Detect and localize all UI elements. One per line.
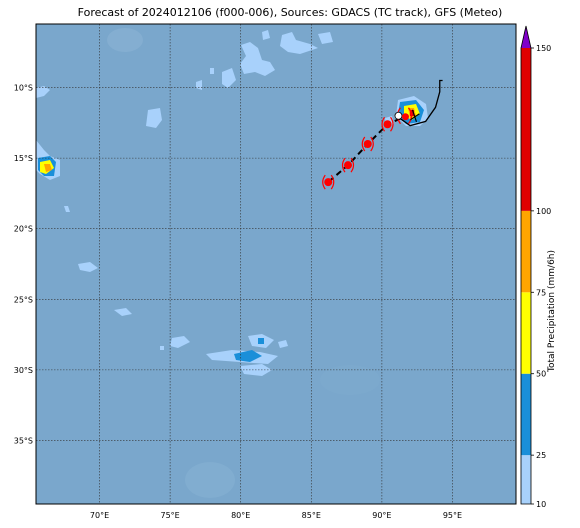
lat-tick-label: 25°S (14, 295, 33, 304)
map-title: Forecast of 2024012106 (f000-006), Sourc… (77, 6, 503, 19)
lon-tick-label: 75°E (161, 511, 180, 520)
colorbar-tick-label: 10 (536, 500, 546, 509)
lat-tick-label: 10°S (14, 84, 33, 93)
lon-tick-label: 90°E (372, 511, 391, 520)
lon-tick-label: 80°E (231, 511, 250, 520)
graticule (36, 24, 516, 504)
forecast-tc-symbol (322, 174, 335, 190)
forecast-tc-symbol (341, 157, 355, 173)
colorbar-band (521, 373, 531, 456)
colorbar-band (521, 210, 531, 293)
colorbar-outline (520, 25, 532, 505)
forecast-tc-symbol (361, 136, 374, 152)
lon-tick-label: 70°E (90, 511, 109, 520)
colorbar-label: Total Precipitation (mm/6h) (547, 249, 557, 372)
lat-tick-label: 20°S (14, 225, 33, 234)
lat-tick-label: 30°S (14, 366, 33, 375)
axis-ticks: 70°E 75°E 80°E 85°E 90°E 95°E 10°S 15°S 20°S 25°S… (14, 84, 462, 520)
colorbar: 10 25 50 75 100 150 (520, 25, 551, 509)
lat-tick-label: 15°S (14, 154, 33, 163)
colorbar-tick-label: 25 (536, 451, 546, 460)
observed-track-line (399, 79, 443, 127)
colorbar-band (521, 455, 531, 504)
colorbar-band (521, 292, 531, 374)
colorbar-tick-label: 100 (536, 207, 551, 216)
lat-tick-label: 35°S (14, 436, 33, 445)
lon-tick-label: 85°E (302, 511, 321, 520)
colorbar-tick-label: 75 (536, 288, 546, 297)
tc-track (322, 79, 443, 190)
map-frame (35, 23, 517, 505)
current-tc-position (394, 107, 420, 125)
colorbar-tick-label: 150 (536, 44, 551, 53)
colorbar-tick-label: 50 (536, 370, 546, 379)
colorbar-band (521, 48, 531, 211)
ocean-background (36, 24, 516, 504)
colorbar-extend-arrow (521, 26, 531, 48)
lon-tick-label: 95°E (443, 511, 462, 520)
forecast-tc-symbol (381, 116, 394, 132)
